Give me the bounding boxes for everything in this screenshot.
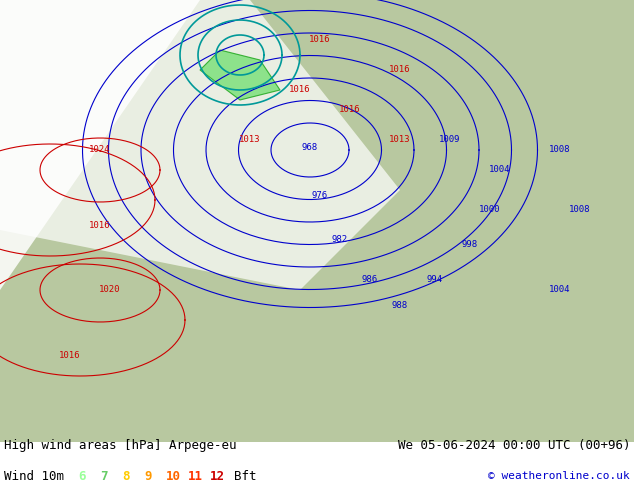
Text: 10: 10 bbox=[166, 469, 181, 483]
Text: 12: 12 bbox=[210, 469, 225, 483]
Text: 8: 8 bbox=[122, 469, 129, 483]
Text: 1000: 1000 bbox=[479, 205, 501, 215]
Text: 1004: 1004 bbox=[549, 286, 571, 294]
Text: 986: 986 bbox=[362, 275, 378, 285]
Text: 6: 6 bbox=[78, 469, 86, 483]
Text: 1016: 1016 bbox=[59, 350, 81, 360]
Text: 998: 998 bbox=[462, 241, 478, 249]
Polygon shape bbox=[0, 0, 200, 290]
Text: Bft: Bft bbox=[234, 469, 257, 483]
Text: 1013: 1013 bbox=[389, 136, 411, 145]
Text: 1008: 1008 bbox=[549, 146, 571, 154]
Text: 1020: 1020 bbox=[100, 286, 120, 294]
Text: 988: 988 bbox=[392, 300, 408, 310]
Text: 1016: 1016 bbox=[339, 105, 361, 115]
Text: 994: 994 bbox=[427, 275, 443, 285]
Text: 1013: 1013 bbox=[239, 136, 261, 145]
Bar bbox=[0, 0, 634, 30]
Text: We 05-06-2024 00:00 UTC (00+96): We 05-06-2024 00:00 UTC (00+96) bbox=[398, 439, 630, 452]
Text: 1016: 1016 bbox=[389, 66, 411, 74]
Text: High wind areas [hPa] Arpege-eu: High wind areas [hPa] Arpege-eu bbox=[4, 439, 236, 452]
Text: © weatheronline.co.uk: © weatheronline.co.uk bbox=[488, 471, 630, 481]
Text: 1009: 1009 bbox=[439, 136, 461, 145]
Text: 1008: 1008 bbox=[569, 205, 591, 215]
Text: 7: 7 bbox=[100, 469, 108, 483]
Polygon shape bbox=[200, 50, 280, 100]
Text: 11: 11 bbox=[188, 469, 203, 483]
Text: 1004: 1004 bbox=[489, 166, 511, 174]
Text: 982: 982 bbox=[332, 236, 348, 245]
Text: 1016: 1016 bbox=[309, 35, 331, 45]
Polygon shape bbox=[0, 0, 400, 290]
Text: 968: 968 bbox=[302, 144, 318, 152]
Text: 9: 9 bbox=[144, 469, 152, 483]
Text: Wind 10m: Wind 10m bbox=[4, 469, 64, 483]
Text: 1024: 1024 bbox=[89, 146, 111, 154]
Text: 1016: 1016 bbox=[289, 85, 311, 95]
Text: 1016: 1016 bbox=[89, 220, 111, 229]
Bar bbox=[0, 442, 634, 490]
Text: 976: 976 bbox=[312, 191, 328, 199]
